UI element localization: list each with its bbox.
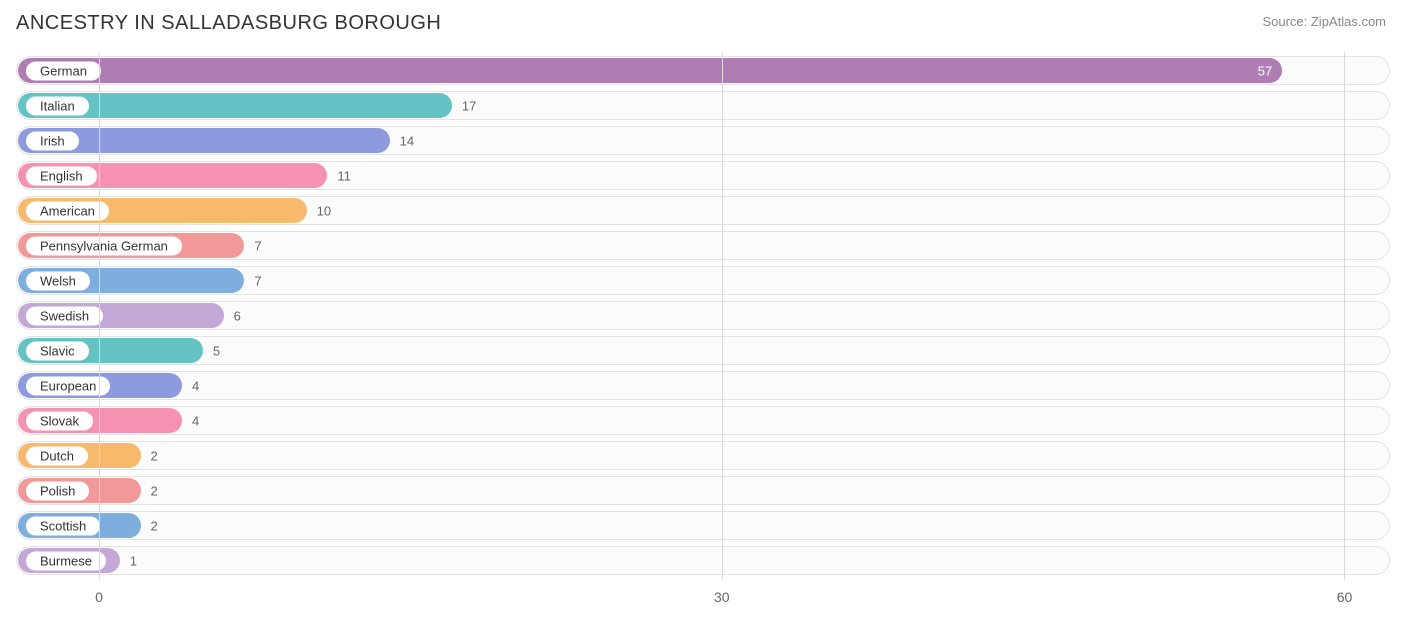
bar-row: 10 American [10,193,1396,228]
bar-label-pill: Slovak [24,409,95,432]
bar-track [16,546,1390,575]
bar-row: 2 Scottish [10,508,1396,543]
bar-row: 2 Dutch [10,438,1396,473]
ancestry-chart: ANCESTRY IN SALLADASBURG BOROUGH Source:… [0,0,1406,644]
bar-label-pill: Irish [24,129,81,152]
bar-value: 7 [254,238,261,253]
bar-value: 4 [192,378,199,393]
bar-row: 7 Welsh [10,263,1396,298]
bar-value: 2 [151,518,158,533]
bar-track [16,441,1390,470]
bar-row: 4 Slovak [10,403,1396,438]
bar-track [16,476,1390,505]
bar-value: 11 [337,168,351,183]
bar-value: 17 [462,98,476,113]
bar-row: 11 English [10,158,1396,193]
bar-label-pill: Dutch [24,444,90,467]
bars-container: 57German17Italian14Irish11English10Ameri… [10,53,1396,579]
bar-label-pill: Scottish [24,514,102,537]
grid-line [99,53,100,579]
bar-label-pill: English [24,164,99,187]
bar-track [16,406,1390,435]
bar-track [16,336,1390,365]
bar-row: 5 Slavic [10,333,1396,368]
bar-label-pill: Italian [24,94,91,117]
x-axis-tick-label: 0 [95,589,103,605]
bar-label-pill: Polish [24,479,91,502]
bar-value: 14 [400,133,414,148]
bar-label-pill: Swedish [24,304,105,327]
bar-value: 10 [317,203,331,218]
bar-value: 57 [1258,63,1272,78]
bar-value: 7 [254,273,261,288]
grid-line [1344,53,1345,579]
bar-row: 17 Italian [10,88,1396,123]
bar-row: 6 Swedish [10,298,1396,333]
bar-value: 5 [213,343,220,358]
bar-label-pill: American [24,199,111,222]
x-axis-tick-label: 30 [714,589,730,605]
grid-line [722,53,723,579]
bar-label-pill: Pennsylvania German [24,234,184,257]
bar-row: 14 Irish [10,123,1396,158]
bar-label-pill: Burmese [24,549,108,572]
bar-value: 1 [130,553,137,568]
bar-label-pill: Welsh [24,269,92,292]
bar-label-pill: Slavic [24,339,91,362]
bar-row: 57 German [10,53,1396,88]
x-axis-tick-label: 60 [1337,589,1353,605]
chart-source: Source: ZipAtlas.com [1262,14,1386,29]
bar-value: 4 [192,413,199,428]
bar-row: 4European [10,368,1396,403]
bar-row: 2 Polish [10,473,1396,508]
chart-title: ANCESTRY IN SALLADASBURG BOROUGH [16,12,1396,35]
bar-row: 1 Burmese [10,543,1396,578]
bar-track [16,371,1390,400]
bar-track [16,511,1390,540]
bar-value: 2 [151,483,158,498]
bar-value: 2 [151,448,158,463]
bar-row: 7 Pennsylvania German [10,228,1396,263]
plot-area: 57German17Italian14Irish11English10Ameri… [10,53,1396,613]
bar-fill: 57 [18,58,1282,83]
bar-label-pill: German [24,59,103,82]
bar-value: 6 [234,308,241,323]
